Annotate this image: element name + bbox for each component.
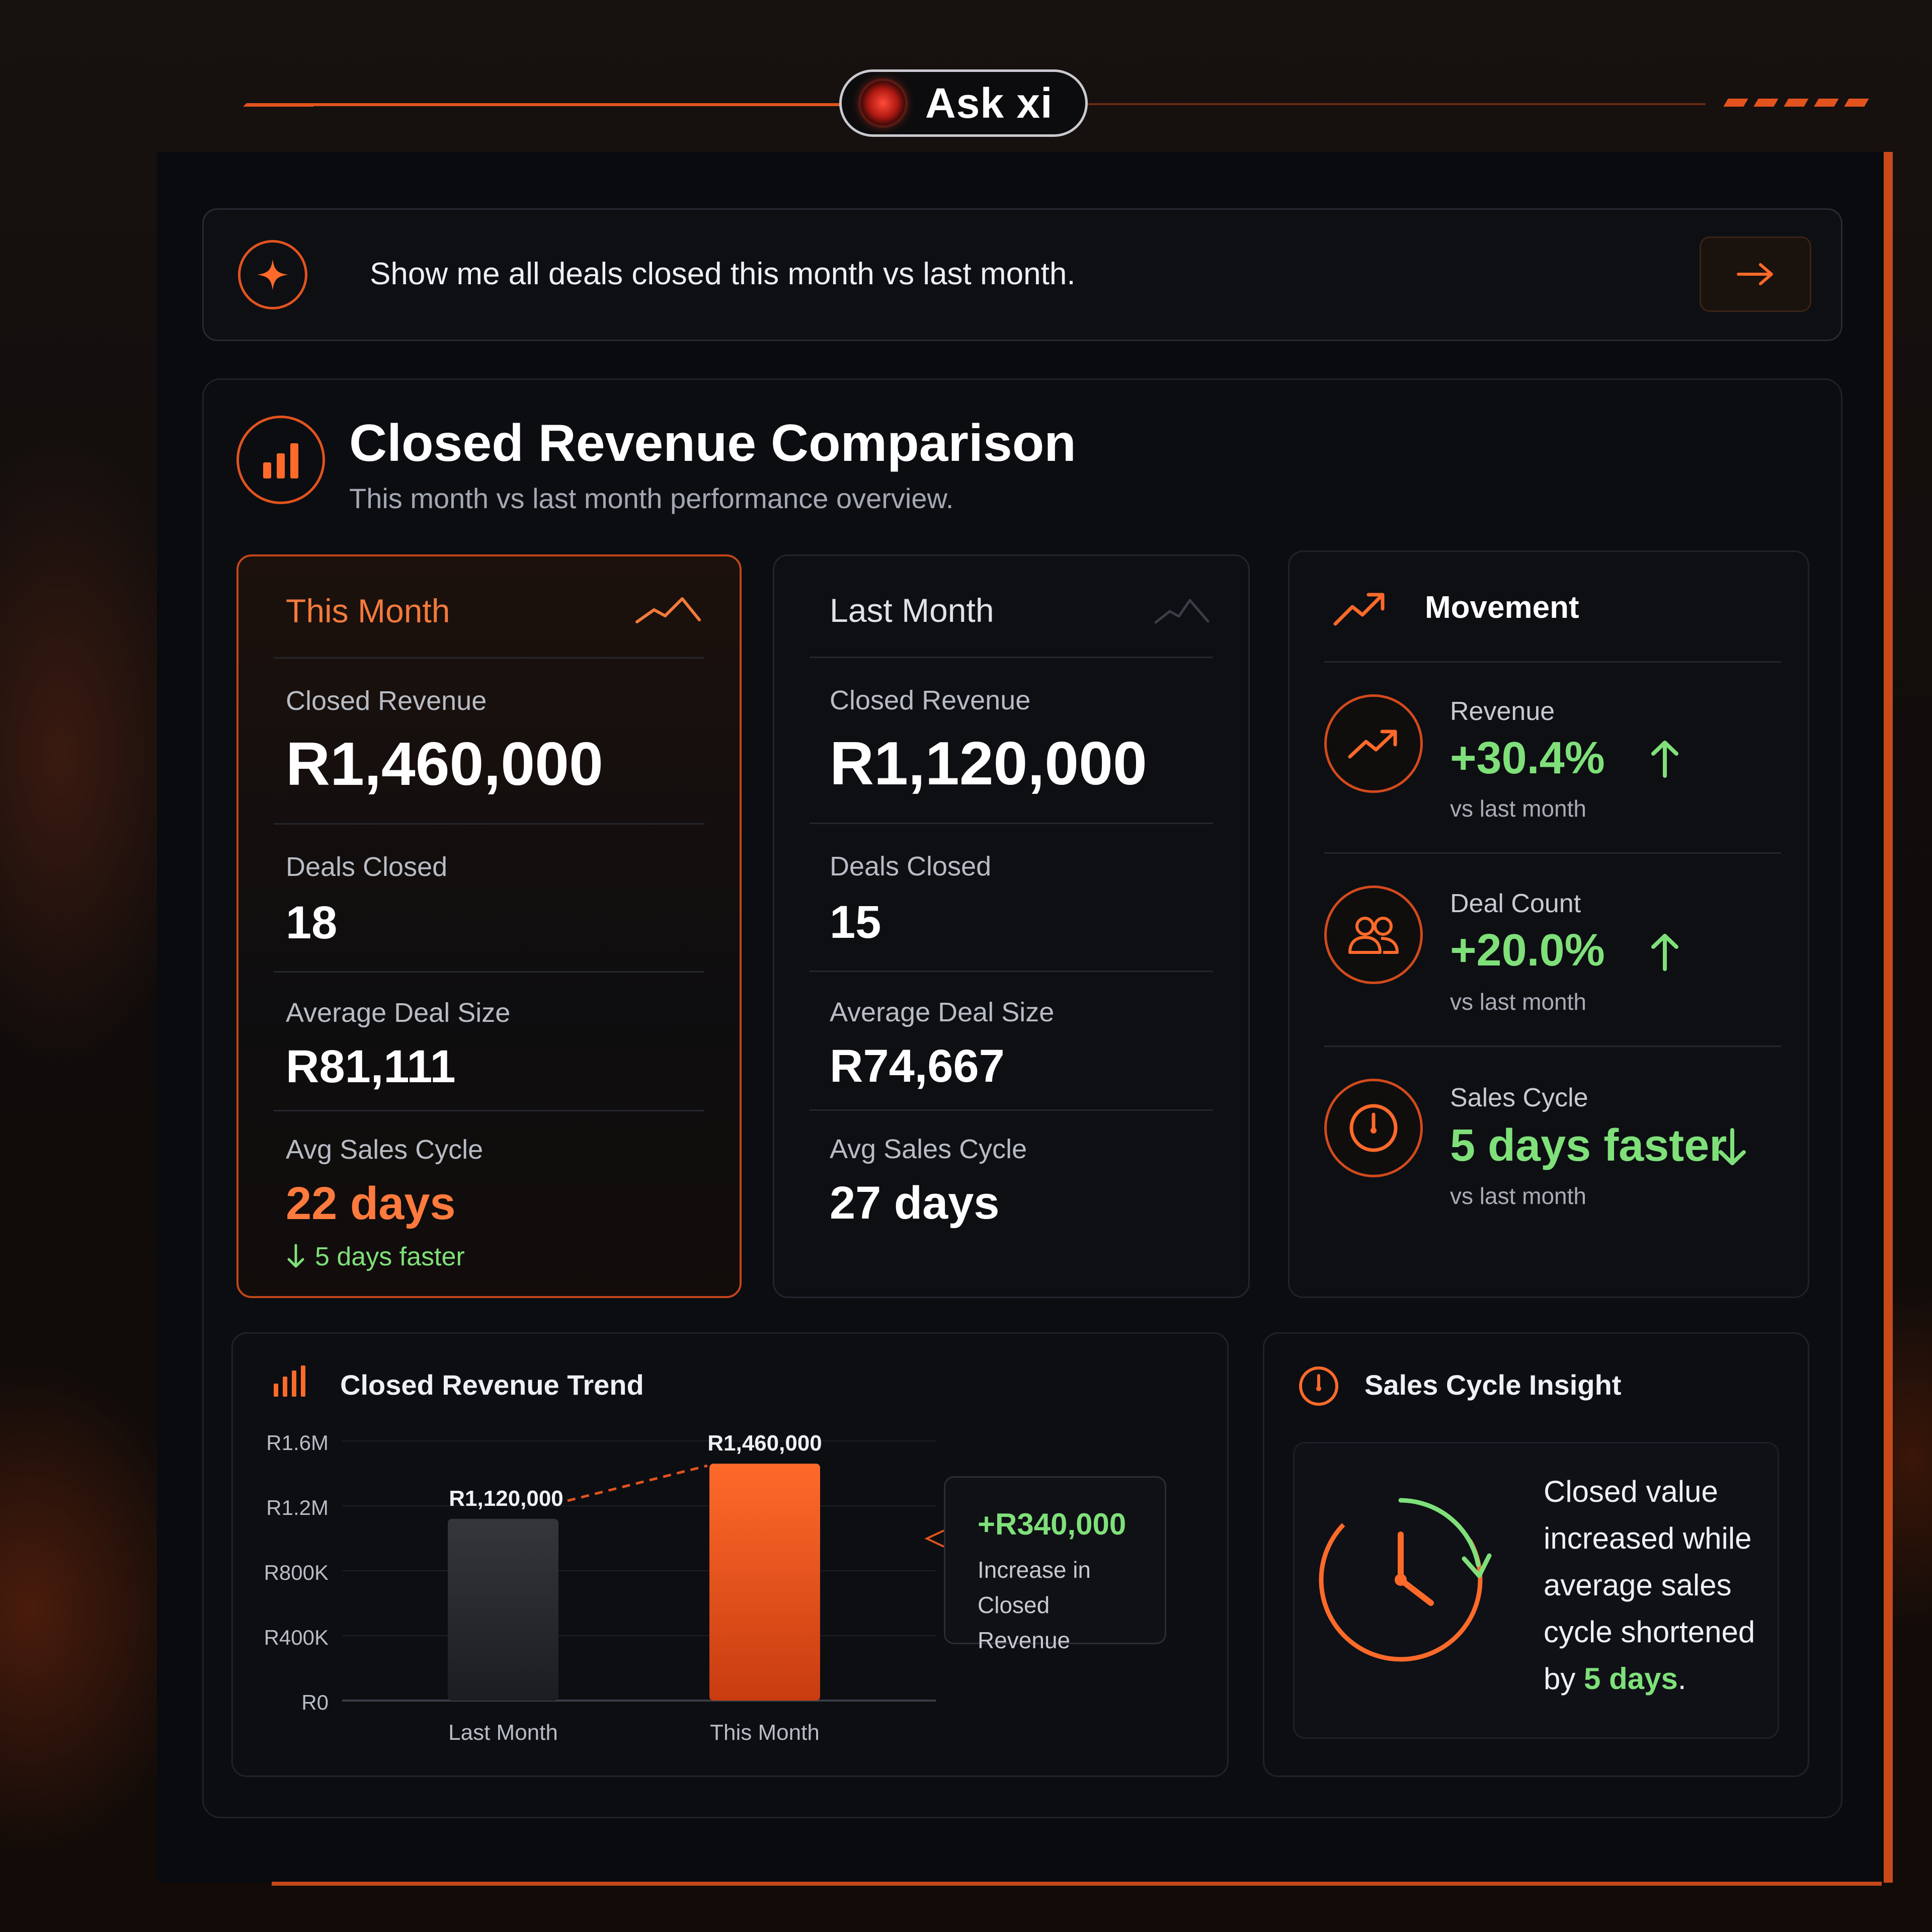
avg-deal-size-label: Average Deal Size <box>830 997 1055 1027</box>
sales-cycle-delta-text: 5 days faster <box>315 1242 465 1271</box>
callout-pointer-icon <box>925 1530 944 1548</box>
prompt-query-text[interactable]: Show me all deals closed this month vs l… <box>370 257 1076 291</box>
bar-this-month <box>709 1464 820 1701</box>
movement-sales-cycle-label: Sales Cycle <box>1450 1083 1588 1112</box>
frame-line-left <box>302 103 850 106</box>
movement-title: Movement <box>1425 590 1579 625</box>
frame-line-bottom <box>272 1882 1882 1886</box>
divider <box>274 657 704 659</box>
y-tick-label: R1.6M <box>266 1431 329 1455</box>
arrow-up-icon <box>1651 934 1678 971</box>
last-month-card: Last Month Closed Revenue R1,120,000 Dea… <box>773 554 1250 1298</box>
movement-sales-cycle-value: 5 days faster <box>1450 1120 1727 1171</box>
increase-callout: +R340,000 Increase in Closed Revenue <box>944 1476 1166 1653</box>
divider <box>274 971 704 973</box>
deals-closed-value: 18 <box>286 897 338 948</box>
bar-value-label: R1,460,000 <box>707 1431 822 1456</box>
this-month-card: This Month Closed Revenue R1,460,000 Dea… <box>236 554 742 1298</box>
trend-up-icon <box>1324 694 1423 793</box>
movement-deal-count-sub: vs last month <box>1450 989 1586 1015</box>
avg-sales-cycle-value: 22 days <box>286 1178 456 1229</box>
closed-revenue-value: R1,120,000 <box>830 729 1147 797</box>
insight-text: Closed value increased while average sal… <box>1544 1468 1765 1702</box>
increase-label: Increase in Closed Revenue <box>978 1557 1091 1653</box>
increase-value: +R340,000 <box>978 1507 1126 1541</box>
closed-revenue-value: R1,460,000 <box>286 730 603 798</box>
this-month-heading: This Month <box>286 592 450 629</box>
arrow-up-icon <box>1651 741 1678 778</box>
deals-closed-value: 15 <box>830 897 881 948</box>
avg-deal-size-label: Average Deal Size <box>286 998 511 1028</box>
insight-title: Sales Cycle Insight <box>1364 1369 1622 1401</box>
deals-closed-label: Deals Closed <box>286 852 448 882</box>
frame-dash <box>1753 99 1779 107</box>
deals-closed-label: Deals Closed <box>830 851 992 881</box>
movement-revenue-value: +30.4% <box>1450 733 1605 783</box>
y-tick-label: R800K <box>264 1561 329 1584</box>
divider <box>810 823 1213 824</box>
bar-chart-icon <box>274 1365 305 1397</box>
movement-deal-count-value: +20.0% <box>1450 925 1605 976</box>
y-tick-label: R0 <box>301 1691 329 1714</box>
app-title: Ask xi <box>925 79 1053 127</box>
divider <box>1324 852 1781 854</box>
divider <box>810 971 1213 972</box>
arrow-down-icon <box>287 1244 304 1268</box>
divider <box>274 1110 704 1111</box>
movement-sales-cycle-sub: vs last month <box>1450 1183 1586 1209</box>
trend-title: Closed Revenue Trend <box>340 1369 644 1401</box>
y-tick-label: R1.2M <box>266 1496 329 1519</box>
prompt-bar[interactable]: Show me all deals closed this month vs l… <box>202 208 1842 341</box>
timer-icon <box>1299 1366 1338 1406</box>
insight-text-end: . <box>1677 1662 1686 1696</box>
y-tick-label: R400K <box>264 1626 329 1649</box>
report-subtitle: This month vs last month performance ove… <box>349 482 954 514</box>
closed-revenue-chart: R0 R400K R800K R1.2M R1.6M R1,120,000 Last Mo… <box>264 1431 936 1745</box>
insight-highlight: 5 days <box>1584 1662 1678 1696</box>
avg-sales-cycle-label: Avg Sales Cycle <box>286 1135 484 1165</box>
movement-revenue-sub: vs last month <box>1450 795 1586 822</box>
arrow-right-icon <box>1737 263 1773 285</box>
frame-dash <box>1784 99 1809 107</box>
arrow-down-icon <box>1719 1128 1746 1165</box>
report-title: Closed Revenue Comparison <box>349 414 1076 472</box>
bar-value-label: R1,120,000 <box>449 1486 564 1511</box>
divider <box>274 823 704 825</box>
askxi-logo-icon <box>861 81 905 125</box>
movement-deal-count-label: Deal Count <box>1450 889 1581 918</box>
divider <box>810 1109 1213 1111</box>
last-month-heading: Last Month <box>830 592 994 629</box>
closed-revenue-label: Closed Revenue <box>830 685 1031 715</box>
app-header-pill: Ask xi <box>839 69 1088 137</box>
insight-text-main: Closed value increased while average sal… <box>1544 1475 1755 1696</box>
bar-last-month <box>448 1518 558 1701</box>
send-button[interactable] <box>1700 236 1811 312</box>
x-tick-label: This Month <box>710 1720 820 1745</box>
sparkline-icon <box>635 597 701 623</box>
insight-panel <box>1293 1442 1779 1739</box>
divider <box>1324 661 1781 663</box>
avg-sales-cycle-value: 27 days <box>830 1177 1000 1229</box>
frame-dash <box>1723 99 1748 107</box>
x-tick-label: Last Month <box>448 1720 558 1745</box>
divider <box>810 657 1213 658</box>
avg-deal-size-value: R81,111 <box>286 1041 456 1092</box>
timer-icon <box>1324 1079 1423 1177</box>
bar-chart-icon <box>236 416 325 504</box>
avg-deal-size-value: R74,667 <box>830 1040 1005 1092</box>
sales-cycle-delta: 5 days faster <box>286 1242 465 1272</box>
movement-revenue-label: Revenue <box>1450 697 1555 726</box>
frame-dash <box>1844 99 1869 107</box>
frame-line-right <box>1077 103 1706 105</box>
trend-up-icon <box>1333 593 1385 626</box>
avg-sales-cycle-label: Avg Sales Cycle <box>830 1134 1027 1164</box>
clock-cycle-icon <box>1319 1498 1492 1662</box>
divider <box>1324 1045 1781 1047</box>
sparkline-icon <box>1154 599 1210 624</box>
closed-revenue-label: Closed Revenue <box>286 686 487 716</box>
sparkle-icon <box>238 240 307 309</box>
trend-connector <box>567 1464 708 1502</box>
frame-dash <box>1814 99 1839 107</box>
users-icon <box>1324 886 1423 984</box>
